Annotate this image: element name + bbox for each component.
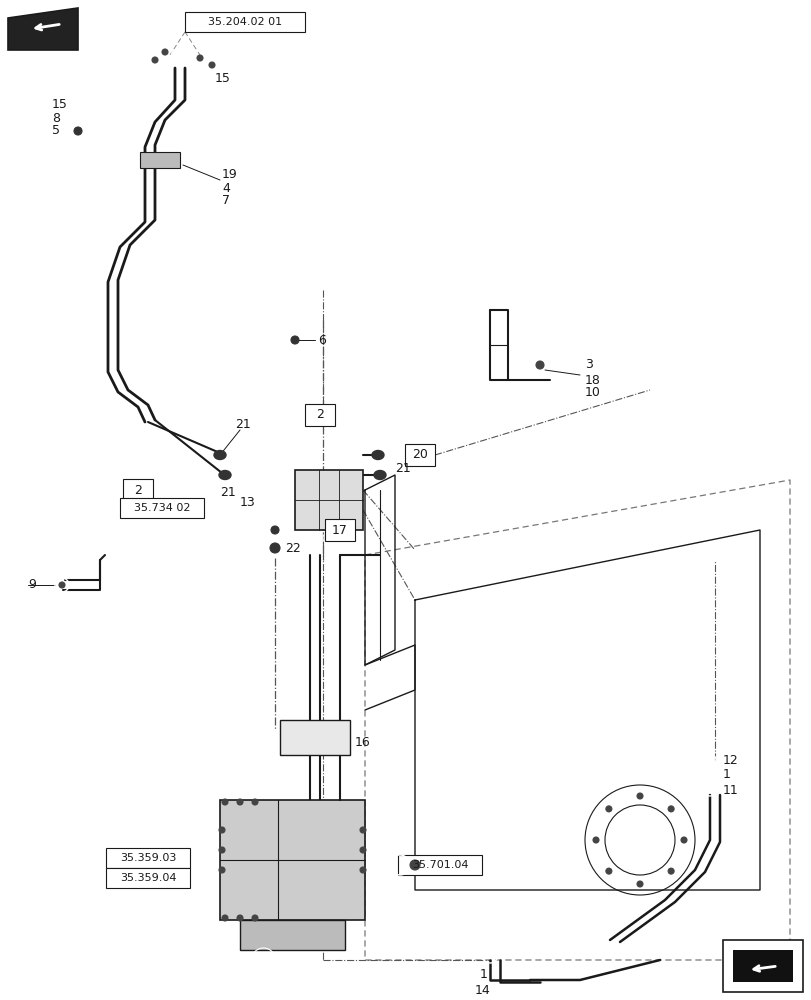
Circle shape	[208, 62, 215, 68]
Circle shape	[636, 793, 642, 799]
Text: 21: 21	[394, 462, 410, 475]
Bar	[405, 444, 435, 466]
Bar	[240, 920, 345, 950]
Circle shape	[219, 827, 225, 833]
Circle shape	[251, 915, 258, 921]
Text: 13: 13	[240, 495, 255, 508]
Text: 21: 21	[220, 486, 235, 498]
Circle shape	[667, 806, 673, 812]
Circle shape	[605, 868, 611, 874]
Circle shape	[251, 799, 258, 805]
Bar	[305, 404, 335, 426]
Bar	[280, 720, 350, 755]
Text: 14: 14	[474, 984, 490, 996]
Circle shape	[219, 867, 225, 873]
Circle shape	[636, 881, 642, 887]
Circle shape	[237, 915, 242, 921]
Circle shape	[197, 55, 203, 61]
Bar	[120, 498, 204, 518]
Bar	[324, 519, 354, 541]
Text: 7: 7	[221, 194, 230, 207]
Bar	[722, 940, 802, 992]
Circle shape	[59, 582, 65, 588]
Text: 17: 17	[332, 524, 347, 536]
Circle shape	[162, 49, 168, 55]
Circle shape	[680, 837, 686, 843]
Circle shape	[74, 127, 82, 135]
Circle shape	[271, 526, 279, 534]
Circle shape	[605, 806, 611, 812]
Ellipse shape	[219, 471, 230, 480]
Text: 1: 1	[479, 968, 487, 982]
Text: 16: 16	[354, 736, 371, 748]
Bar	[106, 848, 190, 868]
Text: 35.701.04: 35.701.04	[411, 860, 468, 870]
Text: 10: 10	[584, 386, 600, 399]
Text: 35.204.02 01: 35.204.02 01	[208, 17, 281, 27]
Polygon shape	[8, 8, 78, 50]
Text: 3: 3	[584, 359, 592, 371]
Circle shape	[667, 868, 673, 874]
Circle shape	[359, 867, 366, 873]
Bar	[106, 868, 190, 888]
Text: 9: 9	[28, 578, 36, 591]
Text: 2: 2	[315, 408, 324, 422]
Circle shape	[270, 543, 280, 553]
Text: 1: 1	[722, 768, 730, 782]
Text: 19: 19	[221, 168, 238, 182]
Text: 35.359.04: 35.359.04	[119, 873, 176, 883]
Text: 2: 2	[134, 484, 142, 496]
Circle shape	[237, 799, 242, 805]
Circle shape	[221, 799, 228, 805]
Text: 5: 5	[52, 124, 60, 137]
Bar	[139, 152, 180, 168]
Circle shape	[152, 57, 158, 63]
Bar	[294, 470, 363, 530]
Text: 8: 8	[52, 111, 60, 124]
Text: 21: 21	[234, 418, 251, 432]
Circle shape	[592, 837, 599, 843]
Bar	[220, 800, 365, 920]
Circle shape	[535, 361, 543, 369]
Text: 18: 18	[584, 373, 600, 386]
Text: 11: 11	[722, 784, 738, 796]
Circle shape	[359, 847, 366, 853]
Circle shape	[219, 847, 225, 853]
Bar	[397, 855, 482, 875]
Text: 6: 6	[318, 334, 325, 347]
Polygon shape	[732, 950, 792, 982]
Circle shape	[290, 336, 298, 344]
Text: 35.734 02: 35.734 02	[134, 503, 190, 513]
Ellipse shape	[371, 450, 384, 460]
Text: 22: 22	[285, 542, 300, 554]
Bar	[185, 12, 305, 32]
Text: 4: 4	[221, 182, 230, 194]
Circle shape	[359, 827, 366, 833]
Circle shape	[410, 860, 419, 870]
Ellipse shape	[374, 471, 385, 480]
Bar	[122, 479, 152, 501]
Text: 35.359.03: 35.359.03	[120, 853, 176, 863]
Circle shape	[221, 915, 228, 921]
Text: 15: 15	[52, 99, 68, 111]
Text: 15: 15	[215, 72, 230, 85]
Text: 20: 20	[411, 448, 427, 462]
Text: 12: 12	[722, 754, 738, 766]
Ellipse shape	[214, 450, 225, 460]
